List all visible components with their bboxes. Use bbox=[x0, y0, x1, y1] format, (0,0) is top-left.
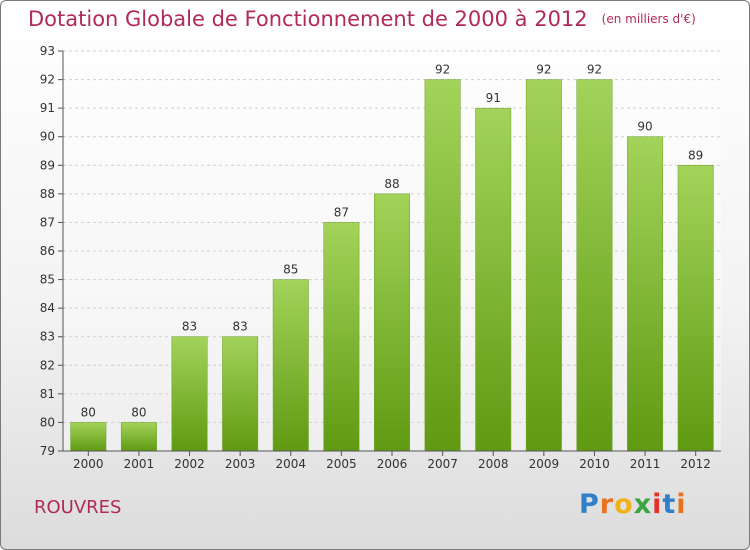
chart-unit: (en milliers d'€) bbox=[601, 12, 696, 26]
bar bbox=[627, 136, 664, 452]
bar-value-label: 87 bbox=[334, 205, 349, 219]
x-tick-label: 2010 bbox=[579, 457, 610, 471]
bar bbox=[70, 422, 107, 452]
y-tick-label: 85 bbox=[40, 273, 55, 287]
y-axis: 79 80 81 82 83 84 85 86 87 88 89 90 91 92 93 bbox=[40, 44, 64, 458]
bar bbox=[222, 336, 259, 452]
bar-value-label: 80 bbox=[131, 405, 146, 419]
bar-value-label: 92 bbox=[435, 63, 450, 77]
y-tick-label: 89 bbox=[40, 158, 55, 172]
bar bbox=[272, 279, 309, 452]
y-tick-label: 83 bbox=[40, 330, 55, 344]
bar bbox=[677, 165, 714, 452]
bar bbox=[374, 193, 410, 452]
bars: 80 80 83 83 85 87 88 92 91 92 92 90 89 bbox=[70, 63, 714, 452]
x-tick-label: 2012 bbox=[680, 457, 711, 471]
bar bbox=[323, 222, 360, 452]
bar-value-label: 85 bbox=[283, 263, 298, 277]
bar bbox=[525, 79, 562, 452]
y-tick-label: 90 bbox=[40, 130, 55, 144]
bar bbox=[424, 79, 461, 452]
bar-value-label: 83 bbox=[233, 320, 248, 334]
bar-value-label: 92 bbox=[587, 63, 602, 77]
x-tick-label: 2003 bbox=[225, 457, 256, 471]
logo-letter: i bbox=[652, 489, 663, 520]
x-tick-label: 2007 bbox=[427, 457, 458, 471]
chart-title: Dotation Globale de Fonctionnement de 20… bbox=[28, 7, 696, 31]
bar-value-label: 91 bbox=[486, 91, 501, 105]
y-tick-label: 82 bbox=[40, 358, 55, 372]
bar-value-label: 90 bbox=[637, 120, 652, 134]
x-tick-label: 2009 bbox=[529, 457, 560, 471]
logo-letter: P bbox=[579, 489, 600, 520]
bar-value-label: 92 bbox=[536, 63, 551, 77]
bar-value-label: 89 bbox=[688, 148, 703, 162]
x-tick-label: 2008 bbox=[478, 457, 509, 471]
x-tick-label: 2006 bbox=[377, 457, 408, 471]
y-tick-label: 84 bbox=[40, 301, 55, 315]
y-tick-label: 79 bbox=[40, 444, 55, 458]
commune-name: ROUVRES bbox=[34, 497, 122, 518]
x-tick-label: 2002 bbox=[174, 457, 205, 471]
x-tick-label: 2001 bbox=[124, 457, 155, 471]
y-tick-label: 80 bbox=[40, 415, 55, 429]
x-tick-label: 2011 bbox=[630, 457, 661, 471]
logo-letter: x bbox=[633, 489, 653, 520]
y-tick-label: 92 bbox=[40, 73, 55, 87]
x-axis: 2000 2001 2002 2003 2004 2005 2006 2007 2008 2009… bbox=[63, 450, 721, 471]
bar bbox=[475, 107, 512, 452]
y-tick-label: 93 bbox=[40, 44, 55, 58]
y-tick-label: 88 bbox=[40, 187, 55, 201]
x-tick-label: 2004 bbox=[275, 457, 306, 471]
y-tick-label: 87 bbox=[40, 215, 55, 229]
logo-letter: t bbox=[662, 489, 677, 520]
logo-letter: o bbox=[614, 489, 634, 520]
x-tick-label: 2000 bbox=[73, 457, 104, 471]
chart-title-text: Dotation Globale de Fonctionnement de 20… bbox=[28, 7, 588, 31]
bar-value-label: 80 bbox=[81, 405, 96, 419]
bar-value-label: 88 bbox=[384, 177, 399, 191]
bar-value-label: 83 bbox=[182, 320, 197, 334]
y-tick-label: 86 bbox=[40, 244, 55, 258]
bar bbox=[171, 336, 208, 452]
bar bbox=[576, 79, 613, 452]
proxiti-logo[interactable]: Proxiti bbox=[579, 489, 687, 520]
x-tick-label: 2005 bbox=[326, 457, 357, 471]
logo-letter: r bbox=[599, 489, 615, 520]
y-tick-label: 91 bbox=[40, 101, 55, 115]
y-tick-label: 81 bbox=[40, 387, 55, 401]
logo-letter: i bbox=[676, 489, 687, 520]
bar bbox=[120, 422, 157, 452]
